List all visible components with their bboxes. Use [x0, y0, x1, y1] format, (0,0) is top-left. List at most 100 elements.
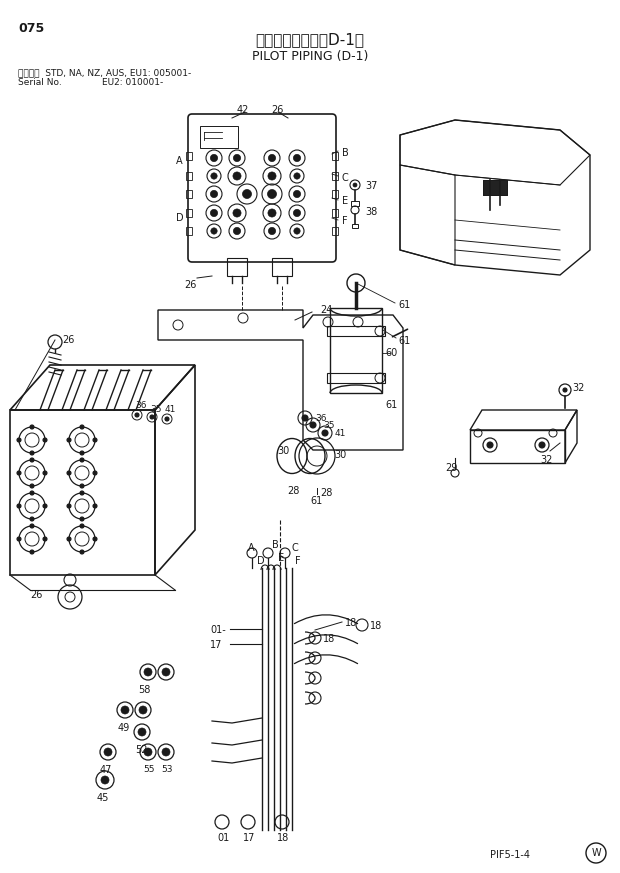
Text: 28: 28	[320, 488, 332, 498]
Circle shape	[30, 458, 34, 462]
Circle shape	[67, 504, 71, 508]
Circle shape	[43, 537, 47, 541]
Circle shape	[165, 417, 169, 421]
Circle shape	[233, 155, 241, 162]
Circle shape	[30, 484, 34, 488]
Text: 32: 32	[540, 455, 552, 465]
Circle shape	[135, 413, 139, 417]
Bar	[351, 201, 359, 206]
Text: 075: 075	[18, 22, 44, 35]
Circle shape	[162, 668, 170, 676]
Bar	[352, 224, 358, 228]
Circle shape	[211, 173, 217, 179]
Text: D: D	[257, 556, 265, 566]
Bar	[332, 227, 338, 235]
Circle shape	[80, 484, 84, 488]
Text: 47: 47	[100, 765, 112, 775]
Text: B: B	[342, 148, 348, 158]
Bar	[332, 209, 338, 217]
Circle shape	[30, 425, 34, 429]
Text: E: E	[278, 553, 284, 563]
Circle shape	[17, 438, 21, 442]
Circle shape	[80, 425, 84, 429]
Text: W: W	[591, 848, 601, 858]
Circle shape	[293, 190, 301, 197]
Text: A: A	[176, 156, 183, 166]
Circle shape	[487, 442, 493, 448]
Circle shape	[162, 748, 170, 756]
Circle shape	[17, 504, 21, 508]
Circle shape	[144, 748, 152, 756]
Text: 35: 35	[150, 405, 161, 414]
Circle shape	[144, 668, 152, 676]
Circle shape	[294, 173, 300, 179]
Text: 61: 61	[385, 400, 397, 410]
Text: C: C	[292, 543, 299, 553]
Text: 61: 61	[398, 300, 410, 310]
Circle shape	[268, 227, 276, 235]
Circle shape	[353, 183, 357, 187]
Text: 17: 17	[243, 833, 255, 843]
Bar	[186, 209, 192, 217]
Text: 適用号機  STD, NA, NZ, AUS, EU1: 005001-: 適用号機 STD, NA, NZ, AUS, EU1: 005001-	[18, 68, 191, 77]
Circle shape	[563, 388, 567, 392]
Text: 37: 37	[365, 181, 378, 191]
Bar	[227, 258, 247, 276]
Text: 26: 26	[62, 335, 74, 345]
Text: 36: 36	[135, 401, 146, 410]
Text: 58: 58	[138, 685, 151, 695]
Circle shape	[17, 471, 21, 475]
Text: B: B	[272, 540, 279, 550]
Circle shape	[30, 517, 34, 521]
Circle shape	[93, 504, 97, 508]
Text: 36: 36	[315, 414, 327, 423]
Circle shape	[210, 210, 218, 217]
Circle shape	[233, 172, 241, 180]
Bar	[332, 190, 338, 198]
Circle shape	[93, 471, 97, 475]
Text: 29: 29	[445, 463, 458, 473]
Text: PIF5-1-4: PIF5-1-4	[490, 850, 530, 860]
Text: 42: 42	[237, 105, 249, 115]
Text: 26: 26	[30, 590, 42, 600]
Text: F: F	[295, 556, 301, 566]
Circle shape	[93, 537, 97, 541]
Circle shape	[539, 442, 545, 448]
Text: 30: 30	[277, 446, 290, 456]
Circle shape	[293, 155, 301, 162]
Text: E: E	[342, 196, 348, 206]
Text: 17: 17	[210, 640, 223, 650]
Circle shape	[93, 438, 97, 442]
Circle shape	[139, 706, 147, 714]
Text: A: A	[248, 543, 255, 553]
Circle shape	[67, 438, 71, 442]
Text: 55: 55	[143, 765, 154, 774]
Bar	[483, 180, 507, 195]
Text: 18: 18	[345, 618, 357, 628]
Circle shape	[80, 458, 84, 462]
Bar	[483, 180, 507, 195]
Text: C: C	[342, 173, 348, 183]
Text: Serial No.              EU2: 010001-: Serial No. EU2: 010001-	[18, 78, 163, 87]
Circle shape	[293, 210, 301, 217]
Text: 24: 24	[320, 305, 332, 315]
Circle shape	[30, 451, 34, 455]
Text: 45: 45	[97, 793, 109, 803]
Text: 30: 30	[334, 450, 346, 460]
Text: 41: 41	[335, 429, 347, 438]
Bar	[332, 152, 338, 160]
Circle shape	[30, 491, 34, 495]
Circle shape	[104, 748, 112, 756]
Bar	[330, 308, 382, 393]
Text: 61: 61	[310, 496, 322, 506]
Text: 18: 18	[277, 833, 290, 843]
Circle shape	[80, 524, 84, 528]
Circle shape	[294, 228, 300, 234]
Circle shape	[121, 706, 129, 714]
Text: F: F	[342, 216, 348, 226]
Text: 61: 61	[398, 336, 410, 346]
Text: 53: 53	[161, 765, 172, 774]
Text: 41: 41	[165, 405, 176, 414]
Circle shape	[210, 190, 218, 197]
Circle shape	[30, 550, 34, 554]
